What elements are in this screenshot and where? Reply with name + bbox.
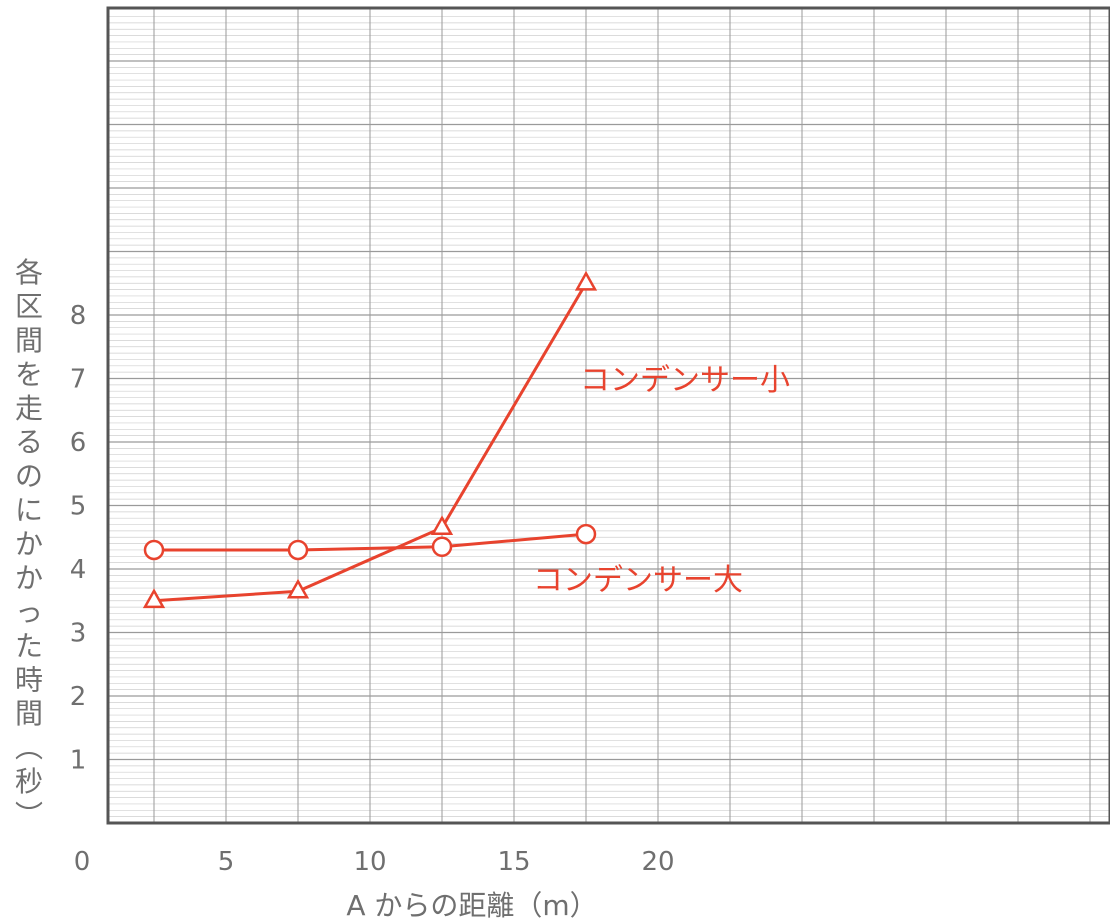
y-tick-label: 7: [70, 365, 87, 395]
y-tick-label: 5: [70, 492, 87, 522]
series-label-large: コンデンサー大: [533, 563, 743, 598]
y-tick-label: 2: [70, 682, 87, 712]
minor-grid: [108, 16, 1110, 818]
data-point-small: [142, 588, 166, 609]
series-layer: [142, 270, 598, 609]
x-axis-title: A からの距離（m）: [346, 889, 597, 922]
data-point-small: [574, 270, 598, 291]
y-tick-labels: 1 2 3 4 5 6 7 8: [70, 301, 87, 776]
x-tick-label: 20: [641, 847, 674, 877]
y-tick-label: 4: [70, 555, 87, 585]
series-line-large: [154, 532, 587, 552]
y-tick-label: 3: [70, 619, 87, 649]
major-grid: [108, 8, 1110, 823]
x-tick-label: 5: [218, 847, 235, 877]
y-tick-label: 1: [70, 746, 87, 776]
data-point-small: [286, 578, 310, 599]
data-point-large: [431, 536, 453, 558]
y-tick-label: 8: [70, 301, 87, 331]
y-tick-label: 6: [70, 428, 87, 458]
series-line-small: [153, 282, 588, 603]
x-tick-label: 0: [74, 847, 91, 877]
data-point-large: [575, 523, 597, 545]
data-point-small: [430, 515, 454, 536]
y-axis-title: 各区間を走るのにかかった時間︵秒︶: [15, 256, 43, 832]
x-tick-label: 10: [353, 847, 386, 877]
x-tick-label: 15: [497, 847, 530, 877]
plot-frame: [106, 6, 1110, 825]
data-point-large: [143, 539, 165, 561]
series-label-small: コンデンサー小: [580, 363, 790, 398]
x-tick-labels: 0 5 10 15 20: [74, 847, 675, 877]
data-point-large: [287, 539, 309, 561]
